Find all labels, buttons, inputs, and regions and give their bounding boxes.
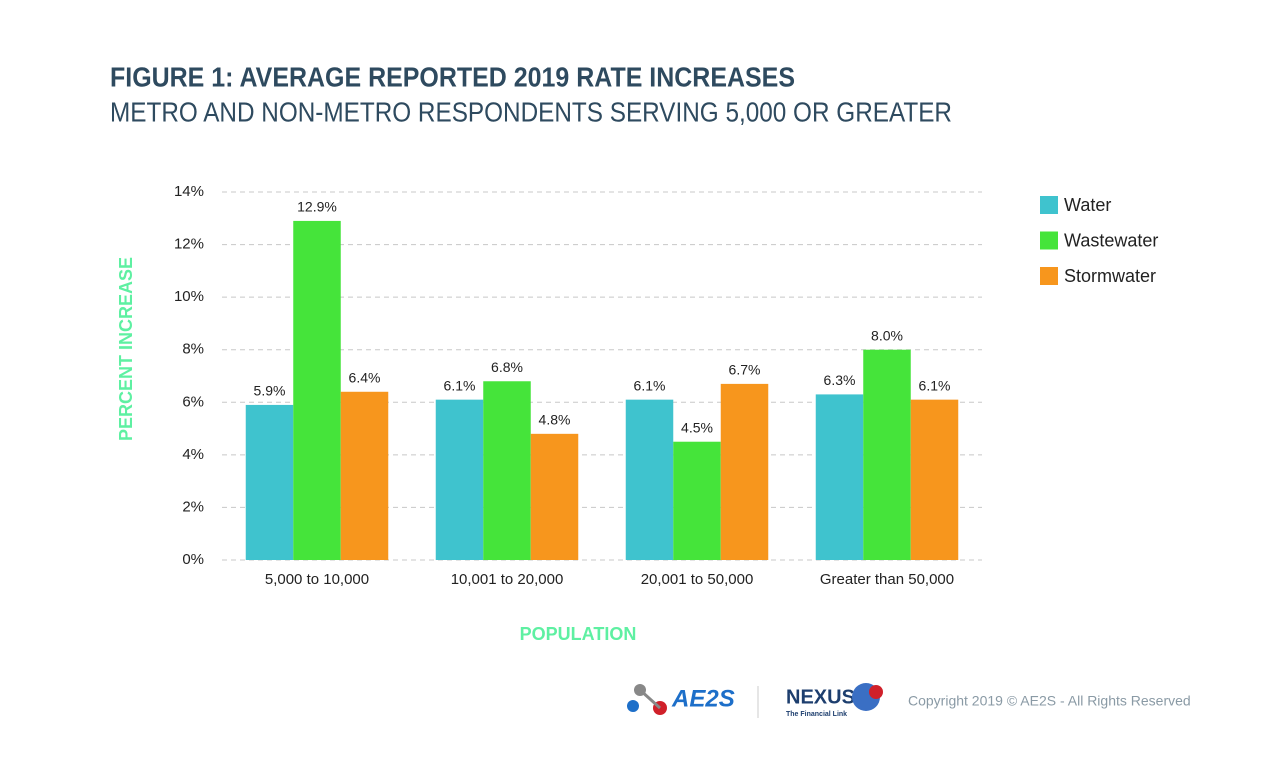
- x-tick-label: 5,000 to 10,000: [265, 571, 369, 588]
- x-axis-title: POPULATION: [520, 624, 637, 644]
- x-tick-label: 10,001 to 20,000: [451, 571, 564, 588]
- value-label: 6.3%: [824, 372, 856, 388]
- legend-swatch: [1040, 267, 1058, 285]
- value-label: 4.8%: [539, 412, 571, 428]
- bar: [910, 399, 959, 560]
- logo-text: The Financial Link: [786, 711, 847, 718]
- legend-swatch: [1040, 196, 1058, 214]
- x-tick-label: Greater than 50,000: [820, 571, 954, 588]
- value-label: 4.5%: [681, 419, 713, 435]
- bar: [483, 381, 531, 560]
- bar: [815, 394, 864, 560]
- value-label: 12.9%: [297, 199, 337, 215]
- copyright: Copyright 2019 © AE2S - All Rights Reser…: [908, 693, 1191, 709]
- legend-label: Stormwater: [1064, 266, 1156, 286]
- y-tick-label: 4%: [182, 446, 204, 463]
- bar: [435, 399, 484, 560]
- y-tick-label: 14%: [174, 183, 204, 200]
- bar: [625, 399, 674, 560]
- bar: [863, 349, 911, 560]
- bar: [340, 391, 389, 560]
- y-tick-label: 6%: [182, 393, 204, 410]
- y-tick-label: 0%: [182, 551, 204, 568]
- value-label: 6.1%: [919, 377, 951, 393]
- y-tick-label: 10%: [174, 288, 204, 305]
- logo-text: NEXUS: [786, 686, 855, 708]
- y-tick-label: 8%: [182, 341, 204, 358]
- y-axis-title: PERCENT INCREASE: [116, 257, 136, 441]
- legend-label: Water: [1064, 195, 1111, 215]
- chart-title: FIGURE 1: AVERAGE REPORTED 2019 RATE INC…: [110, 61, 795, 92]
- bar: [530, 433, 579, 560]
- value-label: 8.0%: [871, 327, 903, 343]
- bar: [720, 383, 769, 560]
- value-label: 6.7%: [729, 362, 761, 378]
- legend-label: Wastewater: [1064, 230, 1158, 250]
- y-tick-label: 12%: [174, 236, 204, 253]
- chart-subtitle: METRO AND NON-METRO RESPONDENTS SERVING …: [110, 96, 952, 127]
- logo-text: AE2S: [671, 685, 735, 712]
- bar: [673, 441, 721, 560]
- value-label: 6.8%: [491, 359, 523, 375]
- bar: [293, 220, 341, 560]
- legend-swatch: [1040, 231, 1058, 250]
- value-label: 6.1%: [634, 377, 666, 393]
- x-tick-label: 20,001 to 50,000: [641, 571, 754, 588]
- y-tick-label: 2%: [182, 498, 204, 515]
- value-label: 5.9%: [254, 383, 286, 399]
- footer-logo: AE2S NEXUS The Financial Link Copyright …: [627, 683, 1191, 718]
- value-label: 6.1%: [444, 377, 476, 393]
- value-label: 6.4%: [349, 369, 381, 385]
- bar: [245, 404, 294, 560]
